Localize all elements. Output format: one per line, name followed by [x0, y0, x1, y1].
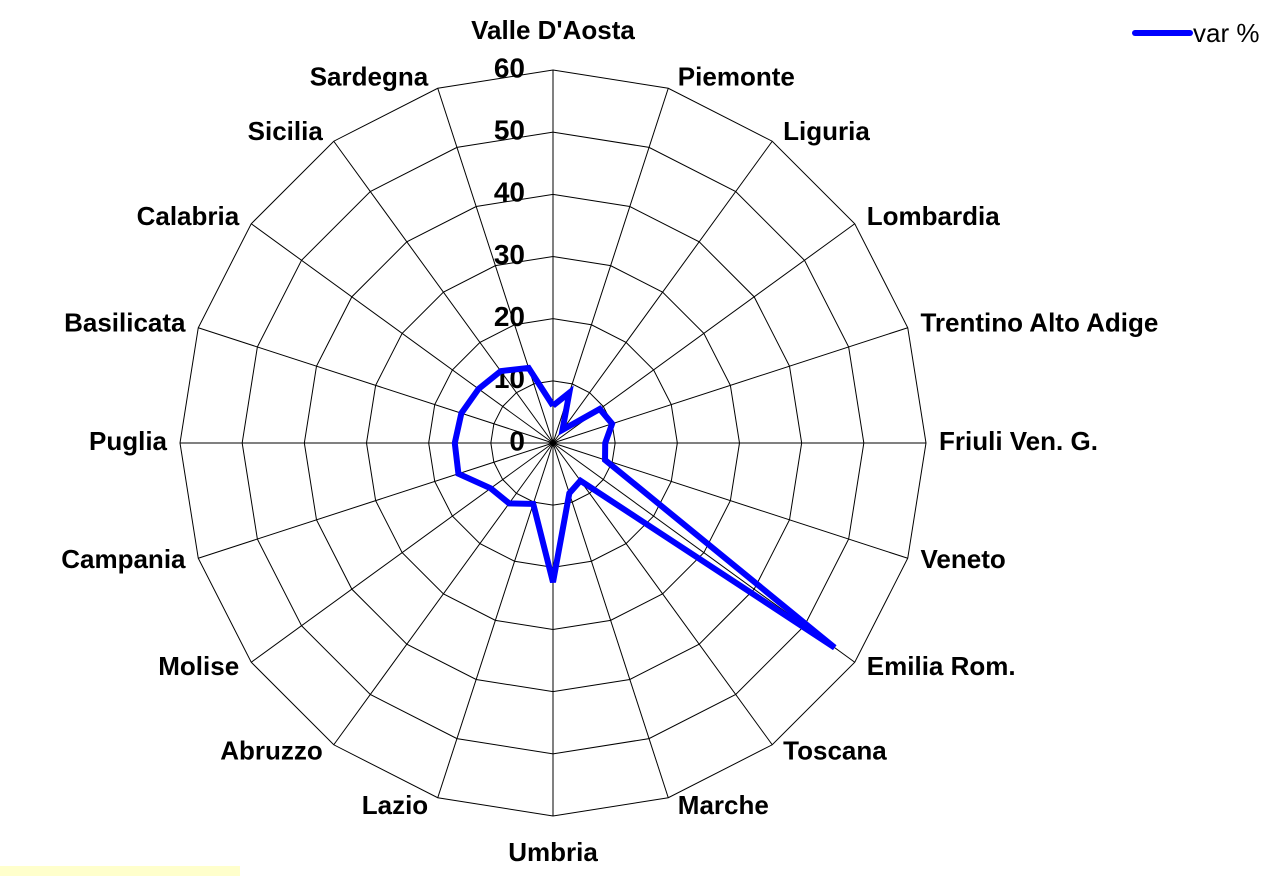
spoke — [552, 88, 669, 444]
spoke — [552, 442, 773, 746]
spoke — [198, 442, 554, 559]
category-label: Calabria — [137, 201, 240, 231]
y-tick-label: 20 — [494, 301, 525, 332]
category-label: Umbria — [508, 837, 598, 867]
spoke — [437, 88, 554, 444]
y-tick-label: 40 — [494, 177, 525, 208]
category-label: Veneto — [920, 544, 1005, 574]
category-label: Liguria — [783, 116, 870, 146]
category-label: Toscana — [783, 736, 887, 766]
category-label: Sicilia — [248, 116, 324, 146]
category-label: Sardegna — [310, 62, 429, 92]
category-label: Friuli Ven. G. — [939, 426, 1098, 456]
spoke — [333, 140, 554, 444]
spoke — [198, 327, 554, 444]
spoke — [250, 442, 554, 663]
spoke — [552, 223, 856, 444]
category-label: Valle D'Aosta — [471, 15, 635, 45]
y-tick-label: 50 — [494, 115, 525, 146]
category-label: Emilia Rom. — [867, 651, 1016, 681]
legend-label: var % — [1193, 18, 1259, 48]
category-label: Abruzzo — [220, 736, 323, 766]
series-line — [451, 364, 837, 651]
decor — [0, 866, 240, 876]
spoke — [552, 140, 773, 444]
category-label: Campania — [61, 544, 186, 574]
y-tick-label: 0 — [509, 425, 525, 456]
y-tick-label: 30 — [494, 239, 525, 270]
spoke — [552, 442, 669, 798]
spoke — [333, 442, 554, 746]
category-label: Marche — [678, 790, 769, 820]
category-label: Lazio — [362, 790, 428, 820]
category-label: Basilicata — [64, 308, 186, 338]
category-label: Trentino Alto Adige — [920, 308, 1158, 338]
category-label: Molise — [158, 651, 239, 681]
category-label: Lombardia — [867, 201, 1000, 231]
y-tick-label: 60 — [494, 52, 525, 83]
spoke — [250, 223, 554, 444]
category-label: Piemonte — [678, 62, 795, 92]
category-label: Puglia — [89, 426, 168, 456]
